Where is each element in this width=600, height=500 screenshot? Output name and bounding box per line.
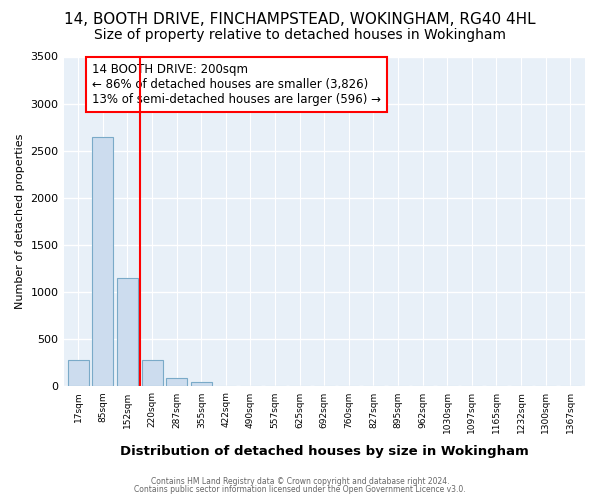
X-axis label: Distribution of detached houses by size in Wokingham: Distribution of detached houses by size … <box>120 444 529 458</box>
Bar <box>166 378 187 386</box>
Y-axis label: Number of detached properties: Number of detached properties <box>15 134 25 309</box>
Text: Size of property relative to detached houses in Wokingham: Size of property relative to detached ho… <box>94 28 506 42</box>
Text: 14, BOOTH DRIVE, FINCHAMPSTEAD, WOKINGHAM, RG40 4HL: 14, BOOTH DRIVE, FINCHAMPSTEAD, WOKINGHA… <box>64 12 536 28</box>
Bar <box>68 360 89 386</box>
Bar <box>142 360 163 386</box>
Text: Contains public sector information licensed under the Open Government Licence v3: Contains public sector information licen… <box>134 485 466 494</box>
Text: 14 BOOTH DRIVE: 200sqm
← 86% of detached houses are smaller (3,826)
13% of semi-: 14 BOOTH DRIVE: 200sqm ← 86% of detached… <box>92 63 381 106</box>
Bar <box>191 382 212 386</box>
Bar <box>92 136 113 386</box>
Text: Contains HM Land Registry data © Crown copyright and database right 2024.: Contains HM Land Registry data © Crown c… <box>151 477 449 486</box>
Bar <box>117 278 138 386</box>
